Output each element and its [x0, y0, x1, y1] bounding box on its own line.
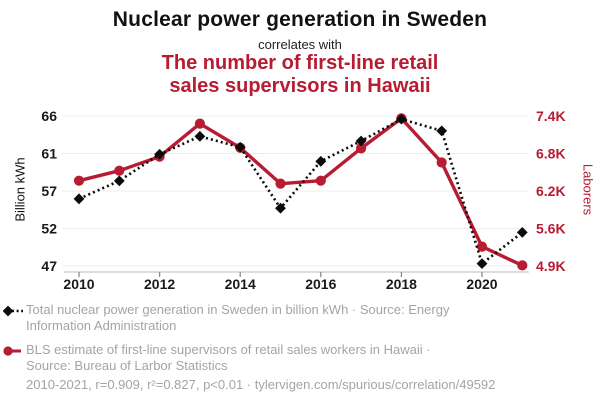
nuclear-series [73, 113, 528, 270]
svg-text:7.4K: 7.4K [536, 108, 566, 124]
svg-text:52: 52 [41, 221, 57, 237]
svg-text:2012: 2012 [144, 276, 175, 292]
subtitle-line-1: The number of first-line retail [161, 52, 439, 74]
right-axis-ticks: 7.4K 6.8K 6.2K 5.6K 4.9K [536, 108, 566, 274]
svg-text:2014: 2014 [225, 276, 256, 292]
stats-footer: 2010-2021, r=0.909, r²=0.827, p<0.01 · t… [26, 377, 496, 392]
legend-item-laborers: BLS estimate of first-line supervisors o… [3, 342, 593, 373]
legend-item-laborers-label: BLS estimate of first-line supervisors o… [26, 342, 431, 373]
svg-text:4.9K: 4.9K [536, 258, 566, 274]
svg-text:6.8K: 6.8K [536, 146, 566, 162]
legend-item-nuclear-label: Total nuclear power generation in Sweden… [26, 302, 450, 333]
svg-text:2016: 2016 [305, 276, 336, 292]
x-axis: 2010 2012 2014 2016 2018 2020 [63, 271, 529, 292]
page-title: Nuclear power generation in Sweden [112, 8, 488, 31]
correlates-with-text: correlates with [258, 37, 342, 52]
svg-text:2020: 2020 [466, 276, 497, 292]
red-circle-solid-series-icon [3, 346, 21, 356]
svg-text:5.6K: 5.6K [536, 221, 566, 237]
gridlines [62, 115, 529, 267]
chart-legend: Total nuclear power generation in Sweden… [3, 302, 593, 382]
svg-text:66: 66 [41, 108, 57, 124]
svg-text:47: 47 [41, 258, 57, 274]
svg-text:2010: 2010 [63, 276, 94, 292]
laborers-series [73, 113, 528, 271]
legend-item-nuclear: Total nuclear power generation in Sweden… [3, 302, 593, 333]
correlated-subtitle: The number of first-line retail sales su… [0, 52, 600, 98]
svg-text:61: 61 [41, 146, 57, 162]
svg-text:57: 57 [41, 183, 57, 199]
svg-text:2018: 2018 [386, 276, 417, 292]
left-axis-ticks: 66 61 57 52 47 [41, 108, 57, 274]
svg-text:6.2K: 6.2K [536, 183, 566, 199]
subtitle-line-2: sales supervisors in Hawaii [169, 75, 431, 97]
black-diamond-dashed-series-icon [3, 305, 23, 317]
